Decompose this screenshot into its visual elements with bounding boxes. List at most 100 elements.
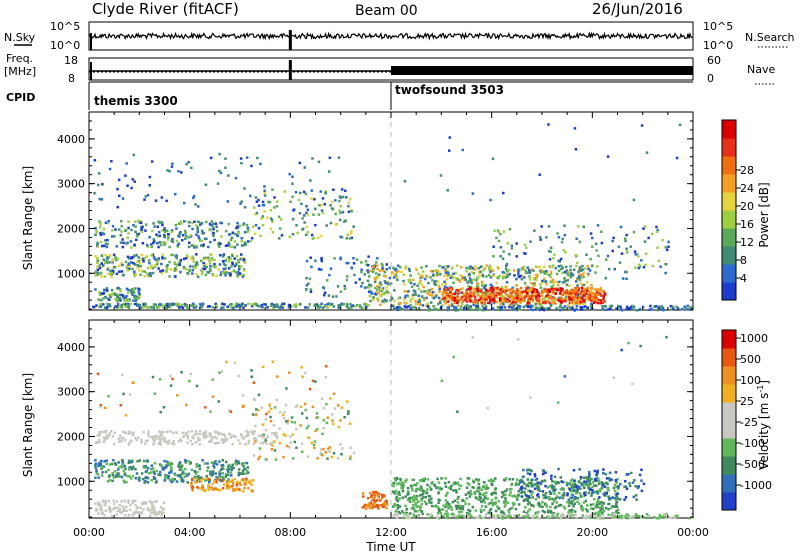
echo-cell	[523, 482, 526, 485]
echo-cell	[218, 169, 221, 173]
echo-cell	[593, 512, 596, 516]
echo-cell	[228, 233, 231, 236]
echo-cell	[105, 245, 109, 249]
echo-cell	[217, 268, 220, 271]
echo-cell	[241, 436, 244, 439]
echo-cell	[202, 434, 205, 437]
echo-cell	[129, 504, 132, 507]
echo-cell	[400, 510, 404, 513]
echo-cell	[181, 233, 185, 237]
echo-cell	[436, 269, 439, 273]
echo-cell	[149, 306, 153, 309]
echo-cell	[117, 437, 121, 440]
echo-cell	[440, 487, 443, 490]
echo-cell	[590, 516, 593, 519]
echo-cell	[124, 467, 127, 471]
echo-cell	[190, 166, 193, 170]
echo-cell	[396, 492, 399, 495]
echo-cell	[527, 501, 531, 504]
echo-cell	[634, 253, 637, 256]
echo-cell	[572, 268, 576, 271]
echo-cell	[129, 240, 133, 243]
echo-cell	[429, 301, 433, 304]
echo-cell	[207, 483, 210, 487]
echo-cell	[482, 498, 485, 502]
echo-cell	[577, 480, 581, 483]
echo-cell	[605, 477, 609, 480]
echo-cell	[602, 294, 605, 298]
echo-cell	[447, 265, 450, 268]
echo-cell	[321, 432, 324, 436]
echo-cell	[232, 466, 235, 470]
echo-cell	[569, 276, 572, 279]
echo-cell	[108, 432, 112, 435]
echo-cell	[415, 302, 418, 306]
echo-cell	[310, 441, 314, 445]
echo-cell	[565, 293, 568, 296]
echo-cell	[232, 269, 236, 272]
echo-cell	[536, 486, 539, 489]
echo-cell	[365, 507, 368, 510]
echo-cell	[575, 492, 578, 495]
echo-cell	[453, 499, 457, 502]
echo-cell	[189, 461, 192, 464]
echo-cell	[329, 267, 333, 270]
echo-cell	[507, 268, 511, 272]
echo-cell	[138, 261, 142, 264]
echo-cell	[236, 271, 240, 274]
echo-cell	[342, 303, 346, 306]
echo-cell	[208, 222, 212, 226]
echo-cell	[549, 304, 553, 307]
echo-cell	[200, 239, 203, 243]
echo-cell	[368, 294, 372, 298]
echo-cell	[559, 257, 563, 261]
echo-cell	[141, 501, 144, 505]
echo-cell	[181, 480, 184, 483]
echo-cell	[592, 507, 595, 510]
echo-cell	[608, 502, 611, 506]
echo-cell	[504, 503, 507, 507]
echo-cell	[573, 301, 577, 304]
echo-cell	[453, 296, 456, 300]
echo-cell	[167, 236, 170, 239]
echo-cell	[178, 235, 181, 238]
echo-cell	[120, 439, 123, 443]
echo-cell	[561, 297, 564, 300]
echo-cell	[454, 271, 457, 275]
echo-cell	[455, 514, 458, 518]
echo-cell	[174, 223, 178, 227]
echo-cell	[314, 429, 317, 433]
echo-cell	[456, 497, 459, 500]
echo-cell	[429, 513, 432, 516]
echo-cell	[418, 508, 422, 511]
echo-cell	[212, 464, 215, 468]
echo-cell	[240, 240, 243, 243]
echo-cell	[539, 286, 543, 289]
echo-cell	[138, 459, 141, 462]
echo-cell	[388, 276, 392, 280]
echo-cell	[275, 436, 279, 440]
echo-cell	[411, 306, 414, 310]
echo-cell	[597, 514, 600, 518]
echo-cell	[222, 262, 226, 266]
echo-cell	[383, 298, 387, 302]
echo-cell	[385, 268, 388, 271]
echo-cell	[348, 422, 352, 425]
echo-cell	[132, 499, 136, 503]
echo-cell	[532, 277, 536, 280]
echo-cell	[523, 515, 527, 518]
echo-cell	[207, 271, 211, 274]
echo-cell	[175, 257, 178, 260]
echo-cell	[225, 360, 228, 364]
echo-cell	[206, 469, 209, 473]
echo-cell	[472, 278, 476, 281]
echo-cell	[542, 306, 545, 310]
echo-cell	[611, 249, 614, 253]
echo-cell	[539, 238, 542, 241]
echo-cell	[243, 467, 246, 471]
echo-cell	[201, 304, 204, 307]
echo-cell	[592, 497, 596, 501]
echo-cell	[360, 261, 363, 264]
echo-cell	[608, 471, 612, 475]
echo-cell	[535, 297, 538, 300]
